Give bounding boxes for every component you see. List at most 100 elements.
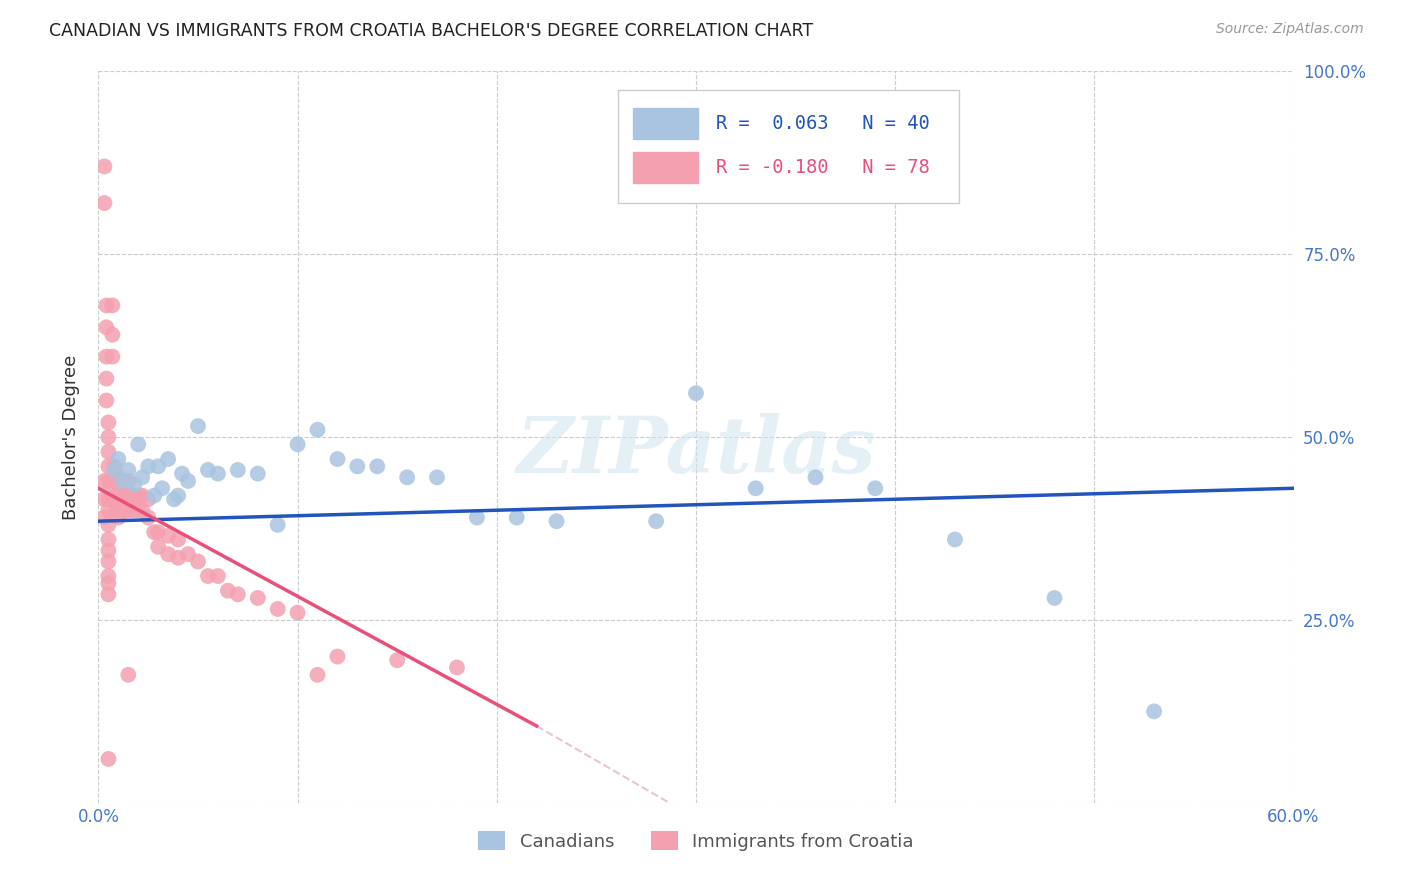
- Point: [97, 569, 120, 583]
- Point: [157, 547, 180, 561]
- Point: [110, 489, 132, 503]
- Point: [96, 371, 118, 385]
- Point: [127, 437, 149, 451]
- Point: [93, 196, 115, 211]
- Point: [226, 463, 249, 477]
- Point: [745, 481, 768, 495]
- Point: [107, 452, 129, 467]
- Point: [97, 752, 120, 766]
- Point: [97, 517, 120, 532]
- Point: [93, 160, 115, 174]
- Point: [105, 503, 128, 517]
- Point: [136, 459, 159, 474]
- Point: [267, 517, 290, 532]
- Point: [97, 474, 120, 488]
- Point: [115, 503, 138, 517]
- Point: [167, 550, 190, 565]
- Point: [124, 503, 146, 517]
- Point: [546, 514, 568, 528]
- Point: [1143, 705, 1166, 719]
- Point: [96, 298, 118, 312]
- Point: [167, 489, 190, 503]
- Point: [136, 510, 159, 524]
- Point: [93, 474, 115, 488]
- Point: [98, 492, 122, 507]
- Point: [127, 489, 149, 503]
- Point: [307, 667, 329, 681]
- Point: [120, 489, 142, 503]
- Point: [326, 452, 349, 467]
- Point: [97, 416, 120, 430]
- Point: [107, 510, 129, 524]
- Text: ZIPatlas: ZIPatlas: [516, 414, 876, 490]
- Point: [148, 540, 170, 554]
- Point: [111, 474, 134, 488]
- Point: [120, 503, 142, 517]
- Point: [93, 492, 115, 507]
- Point: [150, 481, 173, 495]
- Point: [103, 459, 125, 474]
- Point: [117, 667, 139, 681]
- Point: [101, 298, 124, 312]
- Text: Source: ZipAtlas.com: Source: ZipAtlas.com: [1216, 22, 1364, 37]
- Point: [131, 489, 153, 503]
- Point: [177, 547, 200, 561]
- Point: [101, 327, 124, 342]
- Point: [107, 496, 129, 510]
- Text: R = -0.180   N = 78: R = -0.180 N = 78: [716, 158, 929, 177]
- Point: [97, 543, 120, 558]
- Point: [163, 492, 186, 507]
- Point: [172, 467, 194, 481]
- Point: [366, 459, 388, 474]
- Point: [267, 602, 290, 616]
- Point: [217, 583, 239, 598]
- Point: [207, 467, 229, 481]
- Point: [112, 503, 135, 517]
- Point: [111, 489, 134, 503]
- Point: [287, 606, 309, 620]
- Point: [143, 525, 166, 540]
- Point: [105, 489, 128, 503]
- Point: [645, 514, 668, 528]
- Point: [107, 470, 129, 484]
- Point: [97, 533, 120, 547]
- Point: [197, 569, 219, 583]
- Point: [197, 463, 219, 477]
- Point: [148, 525, 170, 540]
- Point: [177, 474, 200, 488]
- Point: [307, 423, 329, 437]
- Point: [101, 350, 124, 364]
- Point: [346, 459, 368, 474]
- Point: [110, 474, 132, 488]
- Point: [385, 653, 409, 667]
- Point: [246, 467, 269, 481]
- Point: [103, 474, 125, 488]
- Point: [112, 489, 135, 503]
- Point: [804, 470, 827, 484]
- Point: [326, 649, 349, 664]
- Point: [97, 503, 120, 517]
- Point: [426, 470, 449, 484]
- Point: [1043, 591, 1066, 605]
- Point: [96, 320, 118, 334]
- Point: [117, 463, 139, 477]
- Point: [287, 437, 309, 451]
- Y-axis label: Bachelor's Degree: Bachelor's Degree: [62, 354, 80, 520]
- Point: [865, 481, 887, 495]
- Point: [117, 485, 139, 500]
- Point: [446, 660, 468, 674]
- Point: [506, 510, 529, 524]
- Point: [97, 430, 120, 444]
- Text: R =  0.063   N = 40: R = 0.063 N = 40: [716, 114, 929, 133]
- Point: [685, 386, 707, 401]
- Point: [246, 591, 269, 605]
- Legend: Canadians, Immigrants from Croatia: Canadians, Immigrants from Croatia: [470, 822, 922, 860]
- Point: [943, 533, 966, 547]
- Point: [157, 452, 180, 467]
- Point: [136, 492, 159, 507]
- Point: [226, 587, 249, 601]
- FancyBboxPatch shape: [633, 152, 699, 183]
- Text: CANADIAN VS IMMIGRANTS FROM CROATIA BACHELOR'S DEGREE CORRELATION CHART: CANADIAN VS IMMIGRANTS FROM CROATIA BACH…: [49, 22, 813, 40]
- Point: [117, 474, 139, 488]
- Point: [465, 510, 488, 524]
